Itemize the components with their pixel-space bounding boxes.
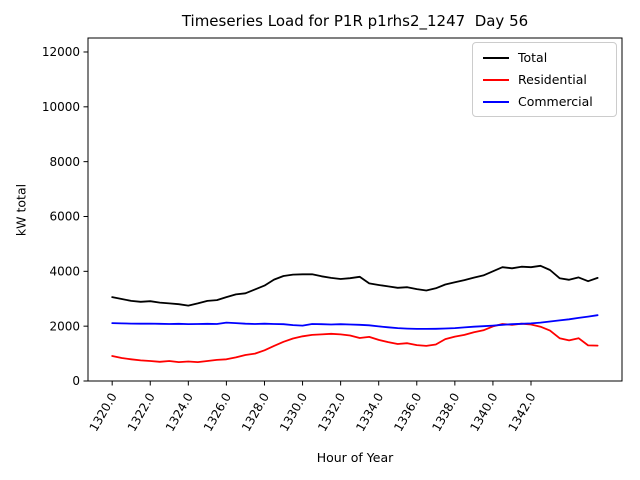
legend: Total Residential Commercial (472, 42, 617, 117)
x-tick-label: 1336.0 (391, 391, 424, 434)
legend-label-commercial: Commercial (518, 94, 593, 109)
y-axis-label: kW total (13, 183, 29, 237)
x-tick-label: 1332.0 (315, 391, 348, 434)
y-tick-label: 2000 (49, 319, 80, 333)
y-tick-label: 8000 (49, 155, 80, 169)
x-tick-label: 1324.0 (163, 391, 196, 434)
x-tick-label: 1330.0 (277, 391, 310, 434)
series-line-residential (111, 322, 599, 364)
legend-label-residential: Residential (518, 72, 587, 87)
y-tick-label: 12000 (42, 45, 80, 59)
total-line-swatch (483, 56, 509, 59)
legend-label-total: Total (518, 50, 548, 65)
legend-item-total: Total (483, 49, 606, 66)
x-tick-label: 1334.0 (353, 391, 386, 434)
chart-title: Timeseries Load for P1R p1rhs2_1247 Day … (181, 12, 529, 30)
legend-item-residential: Residential (483, 71, 606, 88)
x-tick-label: 1342.0 (505, 391, 538, 434)
commercial-line-swatch (483, 100, 509, 103)
y-tick-label: 6000 (49, 210, 80, 224)
residential-line-swatch (483, 78, 509, 81)
x-tick-label: 1338.0 (429, 391, 462, 434)
x-tick-label: 1340.0 (467, 391, 500, 434)
series-line-total (111, 264, 599, 307)
y-tick-label: 10000 (42, 100, 80, 114)
axes-frame (87, 37, 623, 382)
series-line-commercial (111, 314, 599, 330)
x-tick-label: 1326.0 (201, 391, 234, 434)
x-axis-label: Hour of Year (316, 450, 394, 465)
y-tick-label: 0 (72, 374, 80, 388)
x-tick-label: 1322.0 (125, 391, 158, 434)
legend-item-commercial: Commercial (483, 93, 606, 110)
y-tick-label: 4000 (49, 265, 80, 279)
x-tick-label: 1328.0 (239, 391, 272, 434)
x-tick-label: 1320.0 (87, 391, 120, 434)
